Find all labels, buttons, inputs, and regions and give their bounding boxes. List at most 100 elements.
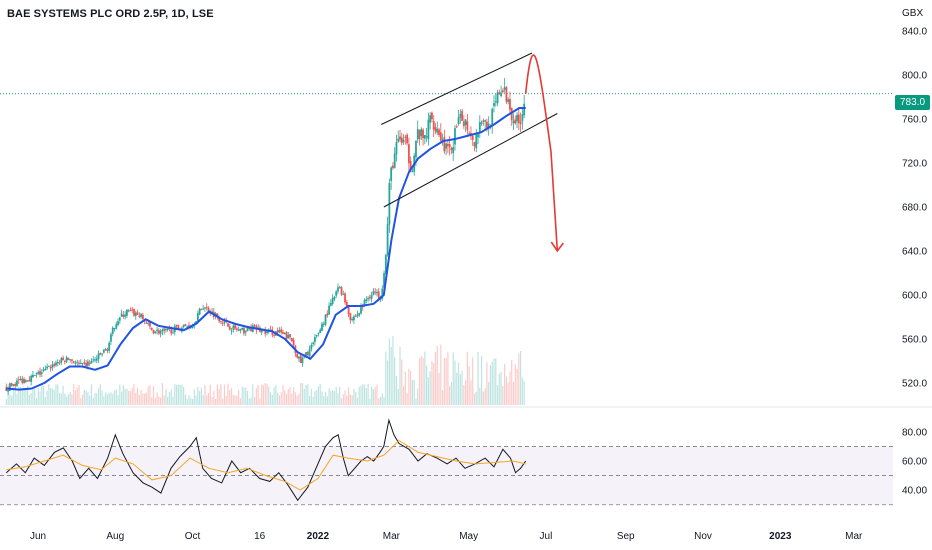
volume-bar	[78, 384, 80, 405]
candle-body	[244, 330, 247, 333]
volume-bar	[48, 384, 50, 405]
candle-body	[386, 224, 389, 255]
volume-bar	[190, 397, 192, 405]
volume-bar	[269, 392, 272, 405]
volume-bar	[504, 363, 506, 405]
volume-bar	[32, 387, 34, 405]
candle-body	[16, 380, 18, 386]
volume-bar	[152, 385, 155, 405]
volume-bar	[156, 392, 158, 405]
volume-bar	[404, 371, 406, 405]
time-tick-label: Jul	[540, 531, 553, 542]
volume-bar	[307, 384, 309, 405]
volume-bar	[383, 397, 385, 405]
volume-bar	[202, 395, 204, 405]
volume-bar	[142, 393, 144, 405]
time-tick-label: 2023	[769, 531, 792, 542]
volume-bar	[262, 385, 265, 405]
time-tick-label: Sep	[617, 531, 635, 542]
candle-body	[510, 108, 513, 121]
candle-body	[344, 293, 346, 303]
volume-bar	[42, 386, 45, 405]
volume-bar	[376, 384, 378, 405]
candle-body	[290, 338, 293, 342]
time-tick-label: May	[459, 531, 478, 542]
volume-bar	[491, 361, 493, 405]
volume-bar	[167, 396, 169, 405]
candle-body	[90, 360, 93, 364]
volume-bar	[443, 358, 445, 405]
candle-body	[475, 134, 478, 149]
volume-bar	[470, 380, 472, 405]
candle-body	[273, 334, 276, 336]
price-tick-label: 720.0	[902, 159, 927, 170]
candle-body	[349, 313, 352, 321]
candle-body	[446, 143, 449, 147]
candle-body	[431, 112, 433, 120]
candle-body	[477, 134, 479, 138]
volume-bar	[37, 388, 39, 405]
candle-body	[377, 291, 380, 299]
volume-bar	[53, 389, 55, 405]
volume-bar	[337, 393, 339, 405]
candle-body	[441, 139, 444, 141]
candle-body	[464, 119, 467, 125]
volume-bar	[465, 380, 467, 405]
candle-body	[14, 383, 17, 386]
candle-body	[108, 342, 111, 351]
candle-body	[182, 324, 185, 327]
volume-bar	[96, 393, 98, 405]
volume-bar	[168, 391, 171, 405]
volume-bar	[97, 388, 100, 405]
volume-bar	[452, 352, 454, 405]
candle-body	[46, 366, 49, 369]
candle-body	[264, 330, 267, 334]
candle-body	[87, 361, 89, 366]
volume-bar	[113, 390, 116, 405]
candle-body	[487, 123, 490, 129]
volume-bar	[463, 385, 465, 405]
candle-body	[470, 132, 472, 135]
time-tick-label: Nov	[694, 531, 712, 542]
volume-bar	[35, 398, 38, 405]
volume-bar	[28, 395, 30, 405]
candle-body	[42, 369, 45, 371]
candle-body	[462, 121, 465, 127]
forecast-arrow-head	[550, 241, 564, 253]
volume-bar	[388, 338, 390, 405]
volume-bar	[441, 390, 444, 405]
last-price-tag: 783.0	[895, 95, 930, 110]
candle-body	[253, 325, 256, 327]
volume-bar	[170, 389, 172, 405]
candle-body	[250, 327, 252, 332]
candle-body	[241, 327, 244, 330]
volume-bar	[101, 390, 103, 405]
volume-bar	[440, 344, 442, 405]
volume-bar	[397, 388, 399, 405]
volume-bar	[387, 360, 389, 405]
volume-bar	[422, 357, 424, 405]
volume-bar	[500, 372, 502, 405]
volume-bar	[273, 387, 275, 405]
candle-body	[23, 379, 25, 384]
volume-bar	[360, 385, 362, 405]
candle-body	[399, 136, 401, 140]
volume-bar	[165, 388, 167, 405]
volume-bar	[19, 386, 22, 405]
candle-body	[454, 128, 456, 145]
volume-bar	[280, 392, 282, 405]
volume-bar	[496, 385, 499, 405]
volume-bar	[346, 395, 348, 405]
volume-bar	[225, 395, 227, 405]
candle-body	[177, 324, 180, 329]
volume-bar	[520, 351, 522, 405]
candle-body	[40, 372, 43, 374]
volume-bar	[395, 375, 398, 405]
candle-body	[335, 291, 338, 296]
candle-body	[159, 331, 162, 334]
volume-bar	[250, 397, 252, 405]
volume-bar	[392, 336, 394, 405]
candle-body	[83, 362, 86, 364]
volume-bar	[216, 384, 218, 405]
